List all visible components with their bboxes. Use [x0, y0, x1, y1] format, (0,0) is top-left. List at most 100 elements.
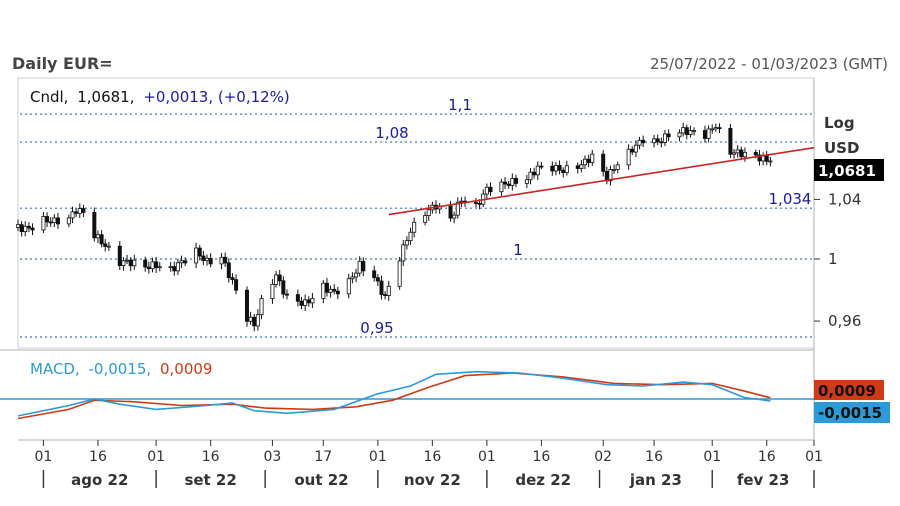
- x-month-label: ago 22: [71, 471, 128, 489]
- candle-body: [633, 144, 638, 153]
- candle-body: [524, 179, 529, 184]
- candle-body: [354, 272, 359, 278]
- candle-body: [244, 289, 249, 322]
- x-day-label: 16: [89, 449, 107, 465]
- candle-body: [23, 225, 28, 233]
- x-day-label: 17: [314, 449, 332, 465]
- candle-body: [586, 158, 591, 163]
- candle-body: [459, 200, 464, 203]
- candle-body: [710, 128, 715, 131]
- signal-tag-text: 0,0009: [818, 382, 876, 400]
- y-tick-label: 0,96: [828, 312, 861, 330]
- candle-body: [125, 259, 130, 262]
- chart-title: Daily EUR=: [12, 54, 113, 73]
- macd-panel: [0, 370, 814, 420]
- candle-body: [397, 260, 402, 287]
- level-lines: 1,1 1,08 1,034 1 0,95: [20, 96, 814, 338]
- signal-tag: [814, 380, 884, 400]
- x-day-label: 16: [758, 449, 776, 465]
- level-label: 1,034: [769, 190, 812, 208]
- candle-body: [306, 299, 311, 304]
- x-day-label: 02: [594, 449, 612, 465]
- candle-body: [106, 245, 111, 248]
- candle-body: [143, 259, 148, 268]
- macd-legend: MACD, -0,0015, 0,0009: [30, 360, 212, 378]
- signal-legend-value: 0,0009: [160, 360, 213, 378]
- candle-body: [172, 266, 177, 272]
- trendline: [388, 146, 815, 216]
- candles: [15, 122, 773, 332]
- candle-body: [448, 205, 453, 219]
- candle-body: [277, 274, 282, 282]
- candle-body: [590, 153, 595, 163]
- candle-body: [194, 247, 199, 264]
- candle-body: [583, 158, 588, 166]
- candle-body: [295, 294, 300, 302]
- candle-body: [579, 164, 584, 169]
- candle-body: [255, 314, 260, 327]
- candle-body: [561, 169, 566, 173]
- candle-body: [346, 278, 351, 295]
- candle-body: [615, 164, 620, 170]
- candle-body: [303, 299, 308, 306]
- candle-body: [252, 316, 257, 327]
- candle-body: [423, 215, 428, 223]
- candle-body: [128, 259, 133, 267]
- macd-legend-value: -0,0015,: [89, 360, 152, 378]
- candle-body: [473, 202, 478, 204]
- candle-body: [208, 257, 213, 265]
- candle-body: [66, 217, 71, 225]
- candle-body: [103, 243, 108, 247]
- candle-body: [688, 130, 693, 135]
- candle-body: [41, 216, 46, 231]
- macd-tag-text: -0,0015: [818, 404, 882, 422]
- x-day-label: 16: [645, 449, 663, 465]
- candle-body: [383, 294, 388, 296]
- candle-body: [70, 211, 75, 219]
- candle-body: [601, 153, 606, 172]
- candle-body: [74, 211, 79, 214]
- macd-line: [17, 370, 771, 417]
- x-day-label: 01: [369, 449, 387, 465]
- candle-body: [379, 280, 384, 295]
- scale-label: Log: [824, 114, 855, 132]
- candle-body: [753, 151, 758, 156]
- candle-body: [735, 149, 740, 154]
- candle-body: [248, 316, 253, 322]
- candle-body: [154, 261, 159, 269]
- candle-body: [608, 169, 613, 182]
- candle-body: [157, 266, 162, 269]
- candle-body: [659, 141, 664, 144]
- candle-body: [168, 266, 173, 268]
- candle-body: [321, 282, 326, 299]
- candle-body: [426, 209, 431, 217]
- x-month-label: fev 23: [737, 471, 790, 489]
- trendline-layer: [388, 146, 815, 216]
- candle-body: [274, 274, 279, 285]
- candle-body: [641, 139, 646, 144]
- x-day-label: 03: [264, 449, 282, 465]
- candle-body: [179, 260, 184, 264]
- macd-tag: [814, 402, 890, 423]
- candle-body: [739, 149, 744, 158]
- macd-legend-label: MACD,: [30, 360, 80, 378]
- x-day-label: 01: [805, 449, 823, 465]
- x-day-label: 16: [423, 449, 441, 465]
- candle-body: [183, 260, 188, 264]
- level-label: 1: [513, 241, 523, 259]
- currency-label: USD: [824, 139, 859, 157]
- candle-body: [372, 270, 377, 279]
- x-month-label: dez 22: [515, 471, 571, 489]
- candle-body: [713, 127, 718, 130]
- candle-body: [310, 297, 315, 304]
- candle-body: [259, 298, 264, 316]
- candle-body: [706, 128, 711, 139]
- candle-body: [557, 165, 562, 171]
- candle-body: [99, 234, 104, 245]
- candle-body: [197, 247, 202, 257]
- candle-body: [626, 148, 631, 166]
- candle-body: [564, 165, 569, 173]
- candle-body: [764, 155, 769, 162]
- candle-body: [328, 288, 333, 293]
